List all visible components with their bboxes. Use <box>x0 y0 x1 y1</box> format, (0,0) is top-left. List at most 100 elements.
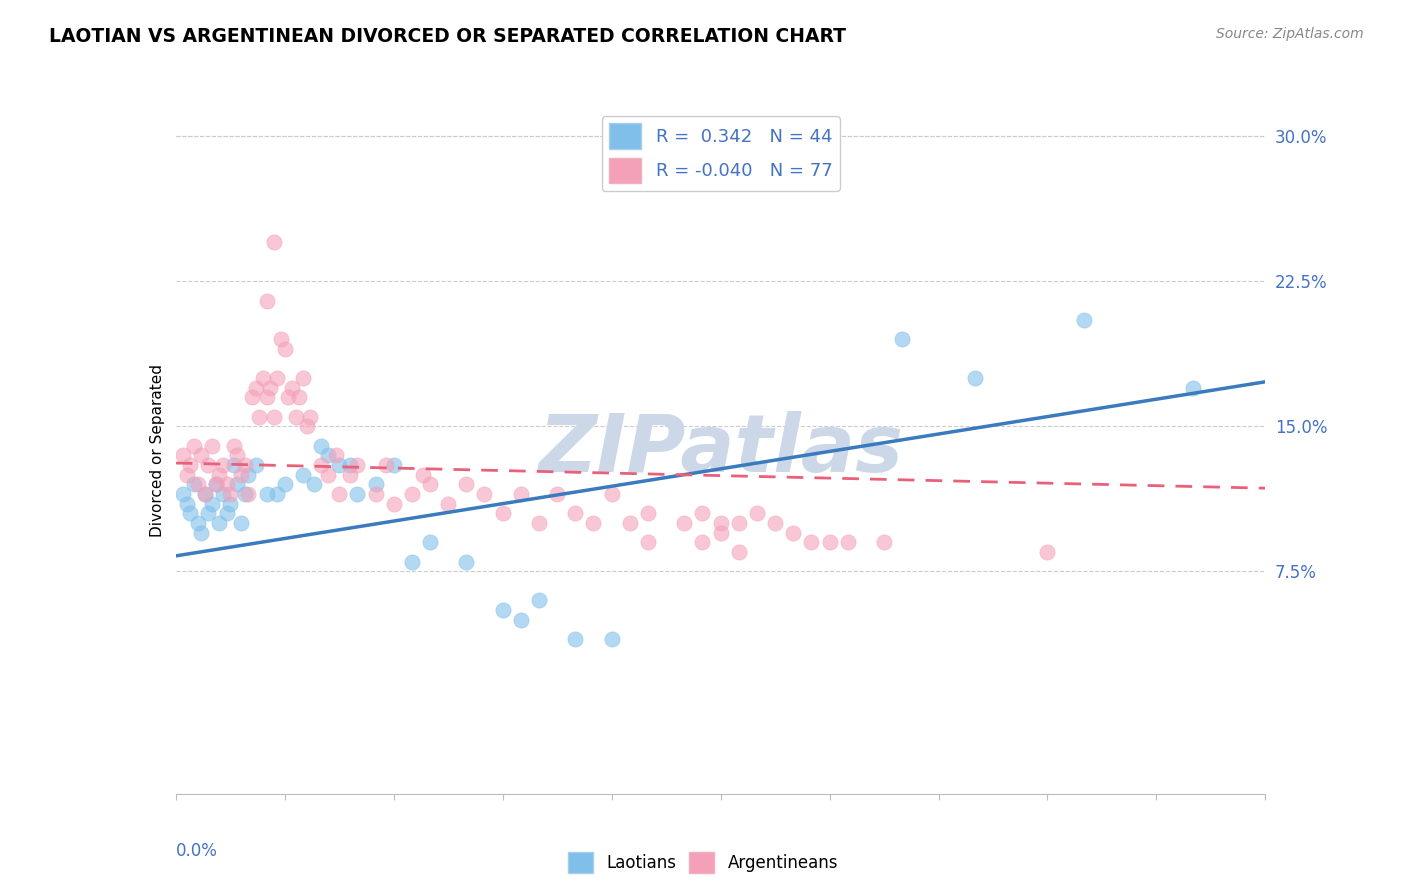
Point <box>782 525 804 540</box>
Point <box>226 448 249 462</box>
Point <box>318 467 340 482</box>
Point <box>456 477 478 491</box>
Legend: R =  0.342   N = 44, R = -0.040   N = 77: R = 0.342 N = 44, R = -0.040 N = 77 <box>602 116 839 191</box>
Point <box>266 371 288 385</box>
Point <box>339 467 361 482</box>
Point <box>419 535 441 549</box>
Point <box>600 632 623 646</box>
Point <box>245 458 267 472</box>
Point <box>263 235 285 250</box>
Point <box>201 497 224 511</box>
Point <box>274 477 297 491</box>
Point <box>288 390 311 404</box>
Point <box>309 439 332 453</box>
Point <box>172 448 194 462</box>
Point <box>208 516 231 530</box>
Point <box>800 535 823 549</box>
Point <box>201 439 224 453</box>
Point <box>240 390 263 404</box>
Point <box>692 506 714 520</box>
Point <box>231 516 253 530</box>
Point <box>172 487 194 501</box>
Point <box>212 458 235 472</box>
Text: LAOTIAN VS ARGENTINEAN DIVORCED OR SEPARATED CORRELATION CHART: LAOTIAN VS ARGENTINEAN DIVORCED OR SEPAR… <box>49 27 846 45</box>
Point <box>190 525 212 540</box>
Point <box>727 545 749 559</box>
Point <box>710 516 733 530</box>
Point <box>281 381 304 395</box>
Text: ZIPatlas: ZIPatlas <box>538 411 903 490</box>
Point <box>302 477 325 491</box>
Point <box>339 458 361 472</box>
Point <box>364 487 387 501</box>
Point <box>247 409 270 424</box>
Point <box>176 497 198 511</box>
Point <box>619 516 641 530</box>
Point <box>245 381 267 395</box>
Point <box>763 516 786 530</box>
Point <box>309 458 332 472</box>
Point <box>891 332 914 346</box>
Point <box>299 409 322 424</box>
Point <box>256 390 278 404</box>
Point <box>197 506 219 520</box>
Point <box>1181 381 1204 395</box>
Point <box>1073 313 1095 327</box>
Point <box>179 506 201 520</box>
Point <box>710 525 733 540</box>
Point <box>270 332 292 346</box>
Point <box>291 467 314 482</box>
Point <box>837 535 859 549</box>
Point <box>291 371 314 385</box>
Point <box>256 293 278 308</box>
Point <box>692 535 714 549</box>
Point <box>401 487 423 501</box>
Point <box>208 467 231 482</box>
Point <box>215 477 238 491</box>
Point <box>873 535 896 549</box>
Point <box>346 487 368 501</box>
Point <box>194 487 217 501</box>
Legend: Laotians, Argentineans: Laotians, Argentineans <box>561 846 845 880</box>
Point <box>263 409 285 424</box>
Point <box>509 487 531 501</box>
Point <box>346 458 368 472</box>
Point <box>219 497 242 511</box>
Point <box>256 487 278 501</box>
Point <box>277 390 299 404</box>
Point <box>222 439 245 453</box>
Point <box>274 342 297 356</box>
Point <box>637 506 659 520</box>
Point <box>194 487 217 501</box>
Point <box>673 516 696 530</box>
Point <box>325 448 347 462</box>
Point <box>375 458 398 472</box>
Point <box>266 487 288 501</box>
Point <box>176 467 198 482</box>
Point <box>492 603 515 617</box>
Point <box>382 497 405 511</box>
Point <box>233 487 256 501</box>
Point <box>231 467 253 482</box>
Point <box>401 555 423 569</box>
Text: 0.0%: 0.0% <box>176 842 218 860</box>
Point <box>186 516 209 530</box>
Point <box>437 497 460 511</box>
Point <box>527 516 550 530</box>
Point <box>474 487 496 501</box>
Point <box>727 516 749 530</box>
Point <box>412 467 434 482</box>
Point <box>818 535 841 549</box>
Point <box>252 371 274 385</box>
Y-axis label: Divorced or Separated: Divorced or Separated <box>149 364 165 537</box>
Point <box>238 467 260 482</box>
Point <box>183 477 205 491</box>
Point <box>745 506 768 520</box>
Point <box>233 458 256 472</box>
Point <box>183 439 205 453</box>
Point <box>492 506 515 520</box>
Point <box>204 477 226 491</box>
Point <box>364 477 387 491</box>
Point <box>197 458 219 472</box>
Point <box>1036 545 1059 559</box>
